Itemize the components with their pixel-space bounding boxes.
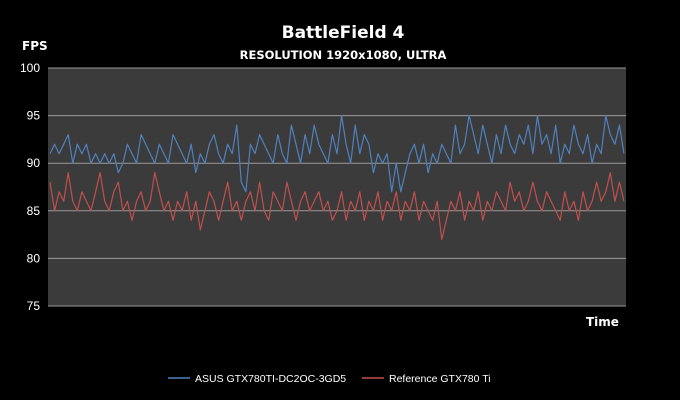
chart-title: BattleField 4	[282, 23, 405, 43]
x-axis-label: Time	[586, 315, 619, 329]
chart-subtitle: RESOLUTION 1920x1080, ULTRA	[240, 48, 447, 62]
y-tick-label: 100	[20, 61, 40, 75]
legend: ASUS GTX780TI-DC2OC-3GD5 Reference GTX780…	[168, 373, 491, 385]
y-tick-label: 75	[27, 299, 41, 313]
y-axis-label: FPS	[22, 39, 48, 53]
legend-label-0: ASUS GTX780TI-DC2OC-3GD5	[195, 373, 346, 385]
y-ticks: 75 80 85 90 95 100	[20, 61, 40, 313]
series-line-1	[49, 172, 625, 240]
legend-label-1: Reference GTX780 Ti	[389, 373, 491, 385]
series-line-0	[49, 114, 625, 193]
series-lines	[49, 114, 625, 240]
y-tick-label: 95	[27, 109, 41, 123]
y-tick-label: 85	[27, 204, 41, 218]
plot-area	[48, 68, 626, 306]
y-tick-label: 90	[27, 156, 41, 170]
y-tick-label: 80	[27, 251, 41, 265]
